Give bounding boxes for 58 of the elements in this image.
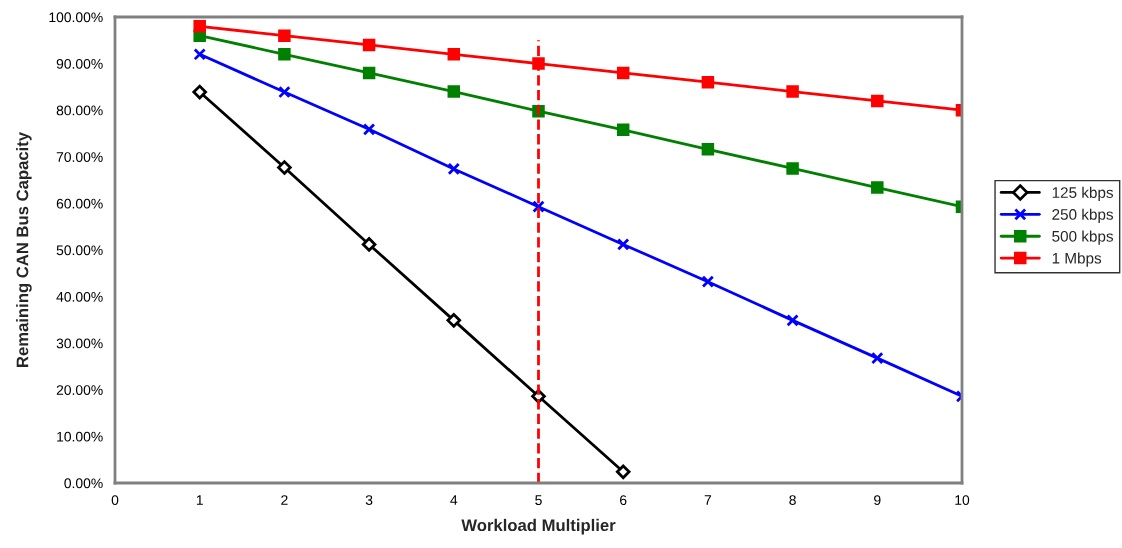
x-tick-label: 9 (874, 495, 881, 506)
point (447, 48, 461, 61)
y-tick-label: 10.00% (57, 431, 103, 442)
point (447, 85, 461, 98)
point (701, 75, 715, 89)
point (615, 464, 631, 480)
point (362, 38, 376, 52)
x-tick-label: 8 (789, 495, 796, 506)
point (701, 143, 715, 156)
point (193, 48, 206, 61)
point (871, 181, 884, 194)
point (786, 85, 799, 98)
x-tick-label: 5 (535, 495, 542, 506)
point (193, 20, 206, 33)
y-tick-label: 30.00% (56, 338, 103, 349)
y-tick-label: 0.00% (64, 478, 103, 489)
x-tick-label: 4 (450, 495, 458, 505)
point (278, 85, 291, 99)
y-tick-label: 70.00% (56, 152, 103, 162)
point (871, 351, 884, 365)
legend-label: 250 kbps (1052, 208, 1114, 223)
y-tick-label: 80.00% (56, 105, 103, 116)
point (532, 200, 545, 213)
y-tick-label: 90.00% (56, 58, 103, 69)
point (277, 160, 292, 175)
point (362, 66, 376, 80)
point (701, 275, 715, 288)
point (446, 313, 462, 328)
point (616, 66, 630, 80)
y-tick-label: 100.00% (49, 12, 103, 23)
x-axis-title: Workload Multiplier (461, 518, 616, 535)
point (871, 94, 884, 108)
x-tick-label: 6 (620, 495, 627, 506)
point (786, 162, 799, 175)
point (278, 48, 291, 61)
point (361, 237, 377, 252)
x-tick-label: 0 (111, 495, 119, 506)
point (786, 314, 799, 327)
point (532, 57, 545, 70)
legend-label: 125 kbps (1052, 186, 1114, 201)
point (616, 123, 630, 137)
point (362, 123, 376, 136)
point (278, 29, 291, 42)
y-tick-label: 60.00% (56, 198, 103, 209)
x-tick-label: 1 (196, 495, 203, 505)
y-tick-label: 50.00% (56, 245, 103, 256)
point (447, 162, 461, 176)
legend-label: 500 kbps (1052, 230, 1114, 245)
x-tick-label: 2 (281, 495, 288, 505)
y-tick-label: 20.00% (56, 385, 103, 395)
legend-label: 1 Mbps (1052, 252, 1102, 267)
point (192, 84, 207, 100)
point (616, 238, 630, 251)
x-tick-label: 10 (955, 495, 970, 506)
y-tick-label: 40.00% (56, 291, 103, 302)
x-tick-label: 7 (704, 495, 712, 505)
y-axis-title: Remaining CAN Bus Capacity (16, 132, 32, 367)
x-tick-label: 3 (365, 495, 373, 506)
